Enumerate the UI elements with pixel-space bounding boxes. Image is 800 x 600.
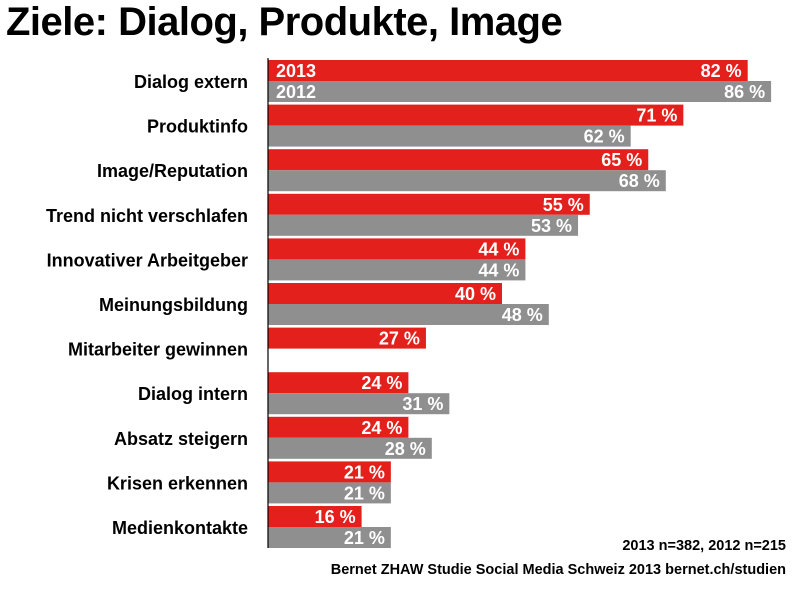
- value-label-2013: 27 %: [379, 329, 420, 349]
- value-label-2012: 31 %: [402, 394, 443, 414]
- bar-2013: [268, 461, 391, 483]
- bar-2013: [268, 416, 409, 438]
- bar-2012: [268, 259, 526, 281]
- bar-2012: [268, 81, 772, 102]
- value-label-2013: 40 %: [455, 284, 496, 304]
- bar-2012: [268, 214, 579, 236]
- bar-2013: [268, 193, 590, 215]
- bar-2013: [268, 60, 748, 81]
- bar-2012: [268, 393, 450, 415]
- bar-2012: [268, 304, 549, 325]
- bar-2012: [268, 125, 631, 147]
- value-label-2013: 24 %: [361, 418, 402, 438]
- category-label: Medienkontakte: [112, 518, 248, 538]
- legend-label-2013: 2013: [276, 61, 316, 81]
- value-label-2012: 48 %: [502, 305, 543, 325]
- bar-2013: [268, 327, 426, 349]
- value-label-2013: 24 %: [361, 373, 402, 393]
- category-label: Image/Reputation: [97, 161, 248, 181]
- category-label: Dialog intern: [138, 384, 248, 404]
- value-label-2012: 68 %: [619, 171, 660, 191]
- bar-2013: [268, 372, 409, 394]
- chart-title: Ziele: Dialog, Produkte, Image: [6, 0, 563, 44]
- value-label-2012: 53 %: [531, 216, 572, 236]
- value-label-2013: 55 %: [543, 195, 584, 215]
- value-label-2013: 65 %: [601, 150, 642, 170]
- category-label: Mitarbeiter gewinnen: [68, 340, 248, 360]
- value-label-2012: 21 %: [344, 483, 385, 503]
- bar-2012: [268, 482, 391, 504]
- value-label-2012: 28 %: [385, 439, 426, 459]
- bar-2013: [268, 238, 526, 260]
- category-label: Produktinfo: [147, 117, 248, 137]
- category-label: Absatz steigern: [114, 429, 248, 449]
- bar-2012: [268, 170, 666, 192]
- value-label-2013: 44 %: [478, 239, 519, 259]
- value-label-2012: 86 %: [724, 82, 765, 102]
- value-label-2013: 16 %: [315, 507, 356, 527]
- bar-2013: [268, 283, 502, 304]
- category-label: Dialog extern: [134, 72, 248, 92]
- value-label-2012: 62 %: [584, 127, 625, 147]
- bar-2013: [268, 506, 362, 527]
- value-label-2013: 82 %: [701, 61, 742, 81]
- bar-2013: [268, 149, 649, 171]
- bar-2012: [268, 437, 432, 459]
- category-label: Meinungsbildung: [99, 295, 248, 315]
- category-label: Trend nicht verschlafen: [46, 206, 248, 226]
- bar-2013: [268, 104, 684, 126]
- value-label-2012: 44 %: [478, 260, 519, 280]
- category-label: Krisen erkennen: [107, 473, 248, 493]
- bar-2012: [268, 527, 391, 548]
- legend-label-2012: 2012: [276, 82, 316, 102]
- value-label-2013: 21 %: [344, 462, 385, 482]
- value-label-2013: 71 %: [636, 106, 677, 126]
- source-note: Bernet ZHAW Studie Social Media Schweiz …: [330, 562, 786, 578]
- category-label: Innovativer Arbeitgeber: [47, 250, 248, 270]
- sample-size-note: 2013 n=382, 2012 n=215: [622, 538, 786, 554]
- value-label-2012: 21 %: [344, 528, 385, 548]
